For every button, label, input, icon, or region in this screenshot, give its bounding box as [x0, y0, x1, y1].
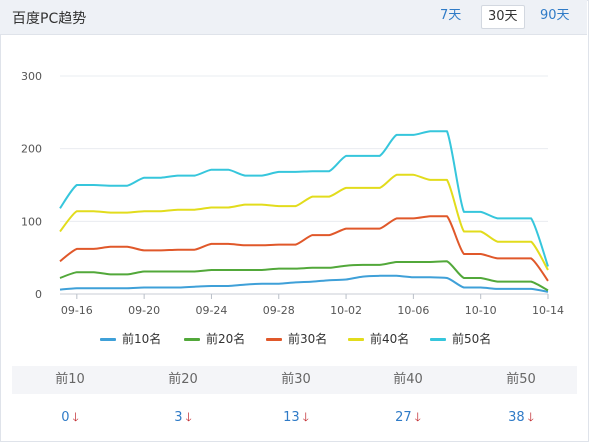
stats-value-top40[interactable]: 27 🡓: [395, 410, 421, 425]
down-arrow-icon: 🡓: [72, 410, 79, 424]
stats-value-top30[interactable]: 13 🡓: [283, 410, 309, 425]
legend-item-top40[interactable]: 前40名: [348, 330, 409, 348]
down-arrow-icon: 🡓: [527, 410, 534, 424]
series-line-3[interactable]: [59, 215, 549, 282]
legend-item-top20[interactable]: 前20名: [184, 330, 245, 348]
stats-header-top40: 前40: [393, 372, 423, 387]
x-tick-label: 09-16: [61, 304, 93, 317]
stats-header-top50: 前50: [506, 372, 536, 387]
range-7d-button[interactable]: 7天: [440, 8, 462, 23]
series-line-2[interactable]: [59, 260, 549, 292]
stats-header-top20: 前20: [168, 372, 198, 387]
x-tick-label: 10-06: [397, 304, 429, 317]
series-line-4[interactable]: [59, 173, 549, 271]
legend-item-top30[interactable]: 前30名: [266, 330, 327, 348]
down-arrow-icon: 🡓: [414, 410, 421, 424]
x-tick-label: 09-24: [195, 304, 227, 317]
stats-header-row: 前10 前20 前30 前40 前50: [12, 366, 577, 394]
stats-value-top50[interactable]: 38 🡓: [508, 410, 534, 425]
series-line-5[interactable]: [59, 130, 549, 267]
y-tick-label: 300: [21, 70, 42, 83]
range-30d-button[interactable]: 30天: [481, 5, 525, 29]
x-tick-label: 09-20: [128, 304, 160, 317]
trend-line-chart: 0 100 200 300 09-16 09-20 09-24 09-28 10-02 10-06…: [21, 70, 564, 317]
x-tick-label: 09-28: [263, 304, 295, 317]
y-tick-label: 100: [21, 215, 42, 228]
x-tick-label: 10-14: [532, 304, 564, 317]
down-arrow-icon: 🡓: [302, 410, 309, 424]
x-tick-label: 10-02: [330, 304, 362, 317]
panel-header: 百度PC趋势 7天 30天 90天: [0, 0, 587, 35]
legend-item-top50[interactable]: 前50名: [430, 330, 491, 348]
y-tick-label: 200: [21, 143, 42, 156]
legend-item-top10[interactable]: 前10名: [100, 330, 161, 348]
x-tick-label: 10-10: [465, 304, 497, 317]
stats-header-top30: 前30: [281, 372, 311, 387]
stats-header-top10: 前10: [55, 372, 85, 387]
stats-value-top10[interactable]: 0 🡓: [61, 410, 79, 425]
series-line-1[interactable]: [59, 274, 549, 293]
y-tick-label: 0: [35, 288, 42, 301]
chart-legend: 前10名 前20名 前30名 前40名 前50名: [0, 330, 589, 348]
range-90d-button[interactable]: 90天: [540, 8, 570, 23]
panel-title: 百度PC趋势: [12, 11, 87, 27]
stats-value-top20[interactable]: 3 🡓: [174, 410, 192, 425]
down-arrow-icon: 🡓: [185, 410, 192, 424]
